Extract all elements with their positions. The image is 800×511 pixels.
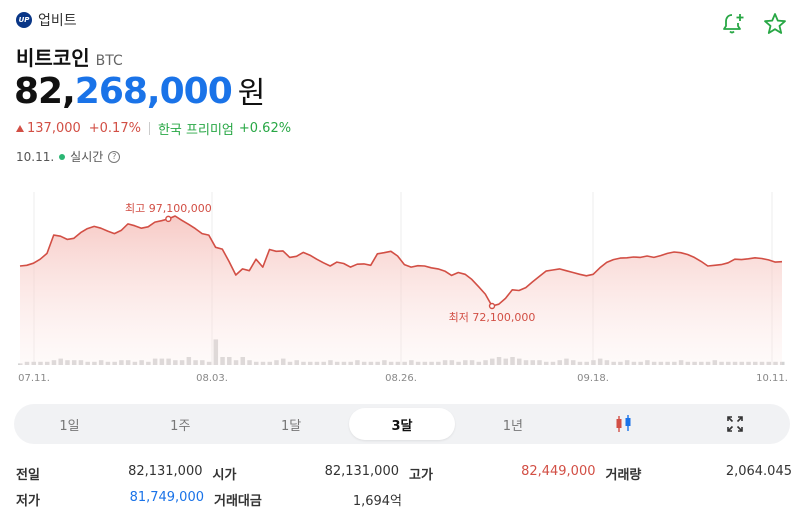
price-area [20, 216, 782, 365]
coin-symbol: BTC [95, 53, 123, 69]
stat-label: 전일 [16, 467, 40, 483]
fullscreen-button[interactable] [681, 408, 788, 440]
stat-value: 82,131,000 [128, 463, 203, 479]
premium-label: 한국 프리미엄 [157, 123, 234, 138]
timestamp: 10.11. 실시간 ? [16, 148, 121, 165]
stats-row: 전일 82,131,000 시가 82,131,000 고가 82,449,00… [16, 460, 792, 486]
high-marker [165, 215, 172, 223]
stat-label: 고가 [409, 467, 433, 483]
current-price: 82, 268,000 원 [14, 68, 265, 112]
stat-label: 저가 [16, 493, 40, 509]
exchange-name: 업비트 [38, 13, 77, 29]
stat-prev-close: 전일 82,131,000 [16, 464, 203, 483]
stat-open: 시가 82,131,000 [213, 464, 400, 483]
tab-1-month[interactable]: 1달 [281, 418, 302, 434]
price-unit: 원 [237, 76, 266, 111]
x-tick-label: 08.03. [196, 373, 228, 384]
price-tail: 268,000 [74, 71, 233, 112]
price-chart[interactable]: 최고 97,100,000 최저 72,100,000 07.11. 08.03. 0… [0, 188, 800, 388]
period-selector: 1일 1주 1달 3달 1년 [14, 404, 790, 444]
stat-low: 저가 81,749,000 [16, 490, 204, 509]
price-head: 82, [14, 71, 76, 112]
price-change: 137,000 +0.17% 한국 프리미엄 +0.62% [16, 119, 291, 138]
stat-value: 2,064.045 [725, 463, 792, 479]
stat-label: 시가 [212, 467, 237, 483]
stat-value: 1,694억 [352, 493, 402, 509]
bell-plus-icon[interactable] [720, 11, 746, 37]
tab-3-month[interactable]: 3달 [348, 408, 456, 440]
fullscreen-icon [726, 416, 743, 432]
date-label: 10.11. [16, 149, 55, 164]
change-percent: +0.17% [88, 121, 141, 136]
premium-value: +0.62% [238, 121, 292, 136]
header-actions [720, 11, 788, 37]
upbit-logo: UP [16, 12, 32, 28]
tab-1-year[interactable]: 1년 [502, 418, 523, 434]
stats-row: 저가 81,749,000 거래대금 1,694억 [16, 486, 792, 511]
x-tick-label: 10.11. [756, 373, 788, 384]
stat-value: 82,131,000 [324, 463, 399, 479]
x-tick-label: 08.26. [385, 373, 417, 384]
stat-value: 81,749,000 [129, 489, 204, 505]
divider [148, 122, 150, 135]
coin-name: 비트코인 [16, 46, 90, 70]
help-icon[interactable]: ? [108, 150, 121, 163]
tab-1-day[interactable]: 1일 [59, 418, 80, 434]
high-label: 최고 97,100,000 [125, 202, 212, 215]
stat-label: 거래량 [605, 467, 642, 483]
candlestick-chart-icon [616, 415, 631, 432]
price-line [19, 215, 783, 307]
change-amount: 137,000 [27, 121, 81, 136]
realtime-label: 실시간 [70, 150, 104, 164]
stat-trade-value: 거래대금 1,694억 [214, 490, 402, 509]
volume-bar [780, 361, 785, 365]
stat-label: 거래대금 [214, 493, 262, 509]
low-label: 최저 72,100,000 [449, 311, 536, 324]
x-tick-label: 09.18. [577, 373, 609, 384]
candlestick-toggle[interactable] [570, 408, 677, 440]
stat-high: 고가 82,449,000 [409, 464, 596, 483]
x-tick-label: 07.11. [18, 373, 50, 384]
exchange-badge[interactable]: UP 업비트 [16, 10, 77, 30]
coin-title: 비트코인 BTC [16, 42, 123, 71]
tab-1-week[interactable]: 1주 [170, 418, 191, 434]
star-icon[interactable] [762, 11, 788, 37]
stat-volume: 거래량 2,064.045 [606, 464, 793, 483]
live-dot-icon [59, 153, 66, 160]
market-stats: 전일 82,131,000 시가 82,131,000 고가 82,449,00… [16, 460, 792, 511]
low-marker [488, 302, 496, 310]
stat-value: 82,449,000 [521, 463, 596, 479]
up-triangle-icon [16, 125, 24, 132]
